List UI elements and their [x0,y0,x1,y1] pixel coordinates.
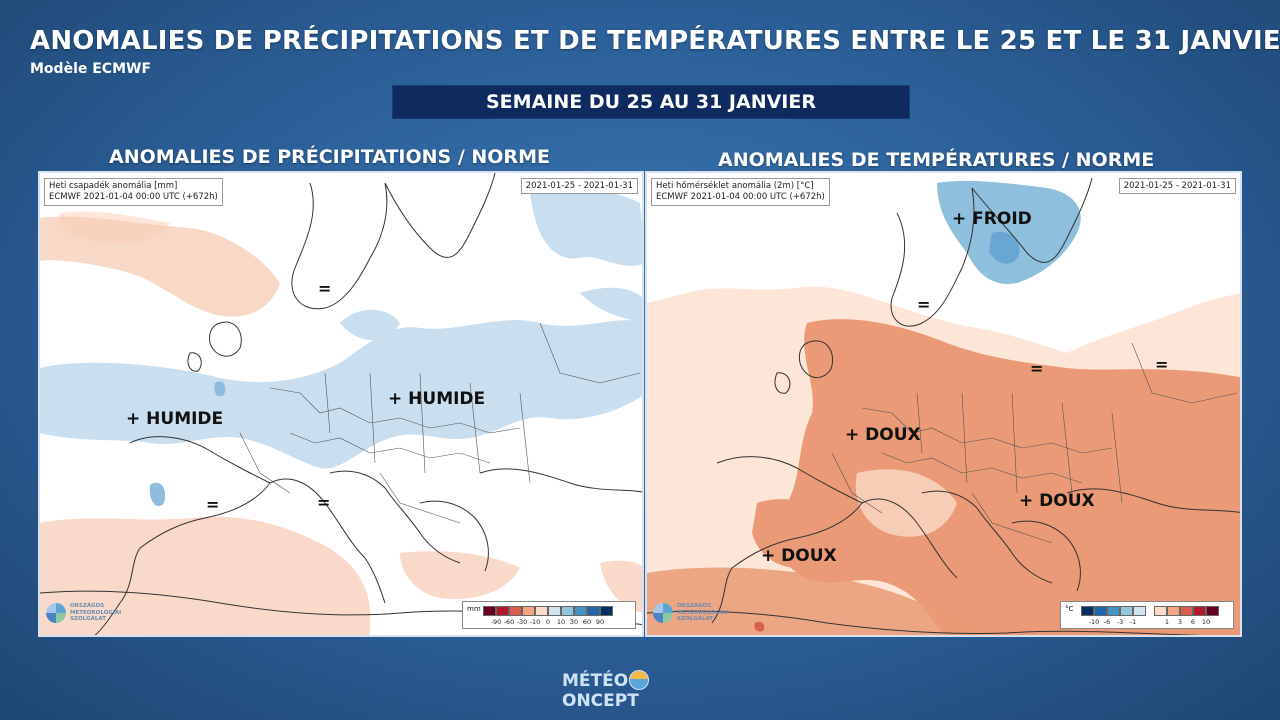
precip-info-line1: Heti csapadék anomália [mm] [49,181,178,191]
temp-map-panel: Heti hőmérséklet anomália (2m) [°C] ECMW… [645,171,1242,637]
wet-strong-areas [149,381,226,507]
precip-legend-swatch [574,606,587,616]
temp-legend-tick: -6 [1103,618,1111,626]
temp-legend-tick: -1 [1129,618,1137,626]
precip-legend-tick: 30 [569,618,579,626]
brand-text-meteo: MÉTÉO [562,671,629,691]
precip-legend-tick: 0 [545,618,551,626]
neutral-north-area [647,173,1240,353]
precip-date-range: 2021-01-25 - 2021-01-31 [520,178,638,194]
omsz-logo-text: ORSZÁGOS METEOROLÓGIAI SZOLGÁLAT [70,603,122,622]
precip-legend-tick: -90 [490,618,502,626]
omsz-logo-icon [653,603,673,623]
precip-legend-unit: mm [467,605,481,613]
temp-legend-tick: 1 [1164,618,1170,626]
temp-info-line2: ECMWF 2021-01-04 00:00 UTC (+672h) [656,192,825,202]
borders [239,322,641,524]
precip-legend-swatch [496,606,509,616]
week-banner: SEMAINE DU 25 AU 31 JANVIER [392,85,910,119]
temp-legend-swatch [1133,606,1146,616]
precip-info-line2: ECMWF 2021-01-04 00:00 UTC (+672h) [49,192,218,202]
omsz-logo: ORSZÁGOS METEOROLÓGIAI SZOLGÁLAT [653,601,733,627]
temp-legend-tick: -10 [1088,618,1100,626]
precip-map-title: ANOMALIES DE PRÉCIPITATIONS / NORME [109,146,550,168]
precip-legend-tick: 60 [582,618,592,626]
temp-legend-swatch [1206,606,1219,616]
temp-label-doux-balkans: + DOUX [1019,491,1095,511]
omsz-logo: ORSZÁGOS METEOROLÓGIAI SZOLGÁLAT [46,601,126,627]
temp-legend-unit: °C [1065,605,1074,613]
temp-legend-tick: -3 [1116,618,1124,626]
temp-legend-swatch [1154,606,1167,616]
temp-equal-marker: = [917,295,931,314]
page-subtitle: Modèle ECMWF [30,61,152,77]
temp-legend-swatch [1167,606,1180,616]
precip-legend-swatch [587,606,600,616]
precip-legend-tick: -30 [516,618,528,626]
temp-label-froid: + FROID [952,209,1032,229]
precip-legend-swatch [522,606,535,616]
temp-equal-marker: = [1155,355,1169,374]
precip-legend-swatch [535,606,548,616]
temp-legend-swatch [1107,606,1120,616]
temp-legend-tick: 6 [1190,618,1196,626]
temp-info-box: Heti hőmérséklet anomália (2m) [°C] ECMW… [651,178,830,206]
precip-label-humide-central: + HUMIDE [388,389,486,409]
borders [831,342,1238,544]
precip-map [40,173,642,635]
temp-legend-swatch [1081,606,1094,616]
precip-legend-swatch [483,606,496,616]
temp-map-title: ANOMALIES DE TEMPÉRATURES / NORME [718,149,1155,171]
precip-equal-marker: = [317,493,331,512]
precip-label-humide-west: + HUMIDE [126,409,224,429]
precip-legend-tick: -10 [529,618,541,626]
temp-legend-swatch [1180,606,1193,616]
coastlines [647,177,1240,635]
precip-equal-marker: = [318,279,332,298]
page-title: ANOMALIES DE PRÉCIPITATIONS ET DE TEMPÉR… [30,26,1280,56]
dry-anomaly-areas [40,216,642,635]
coastlines [40,173,642,635]
temp-legend-swatch [1193,606,1206,616]
precip-legend-tick: 10 [556,618,566,626]
meteo-concept-logo: MÉTÉOONCEPT [562,670,722,711]
temp-label-doux-france: + DOUX [845,425,921,445]
precip-equal-marker: = [206,495,220,514]
temp-legend-tick: 3 [1177,618,1183,626]
precip-legend-swatch [509,606,522,616]
brand-text-concept: ONCEPT [562,691,639,711]
warm-anomaly-area [776,319,1240,635]
temp-date-range: 2021-01-25 - 2021-01-31 [1118,178,1236,194]
omsz-logo-text: ORSZÁGOS METEOROLÓGIAI SZOLGÁLAT [677,603,729,622]
precip-legend-swatch [600,606,613,616]
precip-legend-tick: 90 [595,618,605,626]
cold-anomaly-area [937,180,1081,284]
precip-info-box: Heti csapadék anomália [mm] ECMWF 2021-0… [44,178,223,206]
precip-legend: mm -90 -60 -30 -10 0 10 30 60 90 [462,601,636,629]
temp-legend-tick: 10 [1201,618,1211,626]
temp-map [647,173,1240,635]
precip-legend-swatch [561,606,574,616]
precip-map-panel: Heti csapadék anomália [mm] ECMWF 2021-0… [38,171,644,637]
temp-legend-swatch [1094,606,1107,616]
temp-equal-marker: = [1030,359,1044,378]
temp-legend-swatch [1120,606,1133,616]
temp-legend: °C -10 -6 -3 -1 1 3 6 10 [1060,601,1234,629]
precip-legend-swatch [548,606,561,616]
temp-info-line1: Heti hőmérséklet anomália (2m) [°C] [656,181,814,191]
temp-label-doux-spain: + DOUX [761,546,837,566]
precip-legend-tick: -60 [503,618,515,626]
omsz-logo-icon [46,603,66,623]
sun-wave-icon [629,670,650,690]
